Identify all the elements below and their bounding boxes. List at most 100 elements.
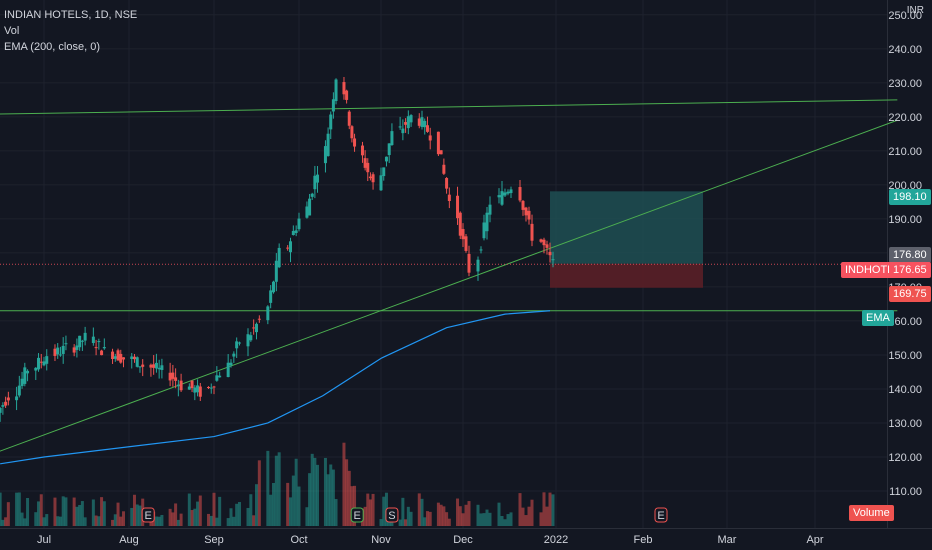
volume-bar bbox=[551, 494, 555, 526]
candle bbox=[436, 131, 440, 155]
volume-bar bbox=[83, 517, 87, 526]
volume-bar bbox=[252, 515, 256, 526]
volume-bar bbox=[4, 517, 8, 526]
candle bbox=[326, 133, 330, 157]
candle bbox=[257, 318, 261, 320]
volume-bar bbox=[350, 486, 354, 526]
volume-bar bbox=[160, 514, 164, 526]
candle bbox=[113, 356, 117, 359]
candle bbox=[345, 90, 349, 100]
volume-bar bbox=[132, 494, 136, 526]
event-marker bbox=[654, 507, 668, 523]
volume-bar bbox=[294, 458, 298, 526]
candle bbox=[406, 116, 410, 129]
candle bbox=[409, 115, 413, 123]
candle bbox=[266, 306, 270, 321]
x-tick-label: Mar bbox=[718, 534, 737, 546]
volume-legend[interactable]: Vol bbox=[4, 25, 20, 37]
volume-bar bbox=[157, 516, 161, 526]
candle bbox=[521, 200, 525, 210]
candle bbox=[353, 138, 357, 147]
y-tick-label: 130.00 bbox=[888, 418, 922, 430]
candle bbox=[94, 347, 98, 349]
volume-bar bbox=[190, 510, 194, 526]
candle bbox=[64, 343, 68, 345]
candle bbox=[1, 405, 5, 407]
volume-bar bbox=[445, 512, 449, 526]
trend-line bbox=[0, 99, 898, 115]
candle bbox=[53, 348, 57, 356]
volume-bar bbox=[277, 452, 281, 526]
candle bbox=[277, 247, 281, 268]
volume-bar bbox=[488, 512, 492, 526]
volume-bar bbox=[58, 516, 62, 526]
volume-bar bbox=[371, 493, 375, 526]
candle bbox=[530, 223, 534, 241]
candle bbox=[23, 367, 27, 384]
volume-bar bbox=[313, 457, 317, 526]
candle bbox=[551, 259, 555, 261]
event-label: S bbox=[388, 510, 395, 522]
candle bbox=[238, 342, 241, 344]
candle bbox=[524, 207, 528, 216]
candle bbox=[428, 135, 432, 141]
candle bbox=[209, 387, 213, 389]
volume-bar bbox=[297, 486, 301, 526]
volume-bar bbox=[461, 513, 465, 526]
volume-bar bbox=[334, 499, 338, 526]
candle bbox=[366, 162, 370, 173]
candle bbox=[190, 380, 194, 389]
volume-bar bbox=[289, 497, 292, 526]
symbol-title[interactable]: INDIAN HOTELS, 1D, NSE bbox=[4, 9, 138, 21]
candle bbox=[509, 189, 513, 194]
ema-tag: EMA bbox=[862, 310, 894, 326]
volume-bar bbox=[436, 502, 440, 526]
volume-bar bbox=[179, 513, 183, 526]
candle bbox=[196, 385, 200, 393]
candle bbox=[387, 143, 391, 156]
volume-bar bbox=[316, 464, 320, 526]
chart-legend: INDIAN HOTELS, 1D, NSE Vol EMA (200, clo… bbox=[4, 7, 137, 55]
candle bbox=[42, 361, 46, 366]
candle bbox=[350, 126, 354, 139]
volume-bar bbox=[91, 499, 95, 526]
volume-bar bbox=[447, 518, 451, 526]
candle bbox=[226, 362, 230, 378]
candle bbox=[390, 131, 394, 146]
volume-bar bbox=[255, 484, 258, 526]
candle bbox=[379, 175, 383, 191]
y-tick-label: 140.00 bbox=[888, 384, 922, 396]
event-label: E bbox=[354, 510, 361, 522]
candle bbox=[323, 146, 327, 164]
candle bbox=[272, 281, 275, 293]
volume-bar bbox=[196, 501, 200, 526]
ema-legend[interactable]: EMA (200, close, 0) bbox=[4, 41, 100, 53]
candle bbox=[75, 345, 79, 350]
volume-tag: Volume bbox=[849, 505, 894, 521]
candle bbox=[497, 195, 501, 198]
candle bbox=[445, 178, 449, 189]
candle bbox=[111, 351, 115, 359]
event-marker bbox=[141, 507, 155, 523]
candle bbox=[160, 365, 164, 370]
volume-bar bbox=[401, 497, 405, 526]
volume-bar bbox=[545, 506, 549, 526]
candle bbox=[310, 193, 314, 197]
candle bbox=[116, 350, 120, 361]
volume-bar bbox=[97, 516, 101, 526]
candle bbox=[100, 350, 104, 356]
candle bbox=[4, 401, 8, 406]
volume-bar bbox=[456, 498, 460, 526]
candle bbox=[61, 345, 65, 354]
candle bbox=[363, 158, 367, 168]
currency-label[interactable]: INR bbox=[906, 5, 924, 16]
candle bbox=[368, 176, 372, 179]
candle bbox=[269, 290, 273, 303]
volume-bar bbox=[269, 494, 273, 526]
volume-bar bbox=[102, 501, 106, 526]
volume-bar bbox=[1, 519, 5, 526]
candle bbox=[447, 194, 451, 202]
volume-bar bbox=[382, 496, 386, 526]
